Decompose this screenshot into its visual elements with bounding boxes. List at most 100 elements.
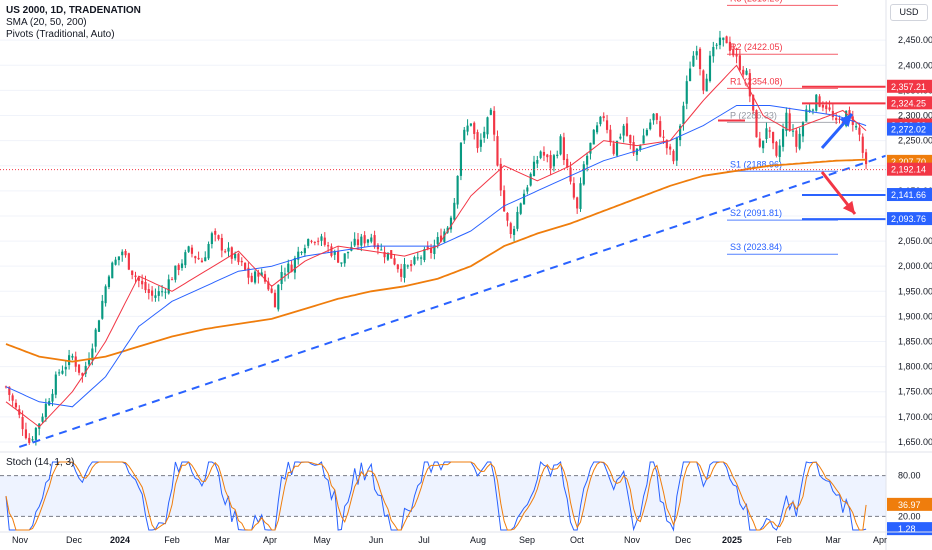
candle-body [317,240,320,242]
month-label: Sep [519,535,535,545]
candle-body [410,264,413,267]
price-tick-label: 2,400.00 [898,60,932,70]
month-label: May [313,535,331,545]
candle-body [605,120,609,130]
month-label: Nov [624,535,641,545]
candle-body [752,94,755,111]
candlesticks [4,30,868,446]
candle-body [280,272,283,284]
trendline-dashed [18,154,887,448]
candle-body [81,373,84,376]
candle-body [157,291,160,296]
candle-body [426,246,429,249]
candle-body [615,140,619,156]
candle-body [58,372,61,374]
candle-body [68,355,71,366]
candle-body [257,272,260,277]
candle-body [476,132,479,149]
candle-body [320,236,323,241]
price-tag-label: 2,207.70 [891,157,926,167]
candle-body [569,167,572,182]
candle-body [267,281,270,290]
candle-body [489,109,492,115]
currency-button[interactable]: USD [890,4,928,21]
pivot-label: S1 (2188.96) [730,159,782,169]
candle-body [323,237,326,245]
candle-body [798,133,801,149]
price-axis: 1,650.00 1,700.00 1,750.00 1,800.00 1,850.00… [885,0,932,550]
candle-body [111,262,114,279]
candle-body [28,437,31,443]
candle-body [702,70,705,91]
candle-body [220,237,223,251]
month-label: Feb [164,535,180,545]
stoch-d-tag-label: 36.97 [898,500,921,510]
candle-body [512,228,516,235]
candle-body [283,273,287,275]
candle-body [675,137,678,161]
candle-body [277,284,280,310]
candle-body [602,116,605,119]
candle-body [313,241,316,243]
candle-body [552,155,556,167]
month-label: Mar [825,535,841,545]
price-tick-label: 1,800.00 [898,362,932,372]
candle-body [94,329,97,347]
candle-body [655,113,658,120]
candle-body [818,96,821,107]
candle-body [207,243,210,259]
candle-body [343,253,346,264]
candle-body [287,263,290,273]
candle-body [679,125,682,141]
candle-body [639,145,642,150]
month-label: Jul [418,535,430,545]
candle-body [177,264,180,270]
candle-body [785,112,788,131]
candle-body [234,253,237,259]
candle-body [529,173,532,186]
candle-body [310,240,313,242]
candle-body [542,151,546,156]
candle-body [436,237,439,245]
candle-body [167,279,170,294]
candle-body [762,140,765,149]
candle-body [114,259,117,265]
month-label: Dec [675,535,692,545]
candle-body [370,237,373,242]
month-label: Apr [873,535,887,545]
candle-body [393,258,396,265]
candle-body [808,109,811,111]
candle-body [124,250,127,256]
candle-body [705,78,708,92]
candle-body [396,264,399,270]
candle-body [386,252,389,260]
candle-body [805,109,808,122]
candle-body [838,118,841,120]
candle-body [406,265,409,267]
price-tag [887,212,932,226]
candle-body [194,256,197,259]
candle-body [599,116,602,125]
candle-body [273,292,277,308]
candle-body [403,264,406,278]
candle-body [566,158,569,168]
pivot-label: R1 (2354.08) [730,76,783,86]
candle-body [692,55,695,67]
candle-body [549,154,552,169]
candle-body [413,257,416,265]
candle-body [532,161,536,176]
candle-body [725,36,728,44]
price-tag [887,96,932,110]
candle-body [164,291,167,293]
pivots-legend: Pivots (Traditional, Auto) [6,29,115,40]
candle-body [788,113,791,130]
candle-body [632,141,635,154]
candle-body [190,247,194,254]
candle-body [619,136,622,139]
candle-body [127,253,130,270]
candle-body [366,239,370,243]
candle-body [14,402,18,408]
candle-body [576,197,579,209]
candle-body [117,256,120,261]
symbol-title: US 2000, 1D, TRADENATION [6,5,141,16]
